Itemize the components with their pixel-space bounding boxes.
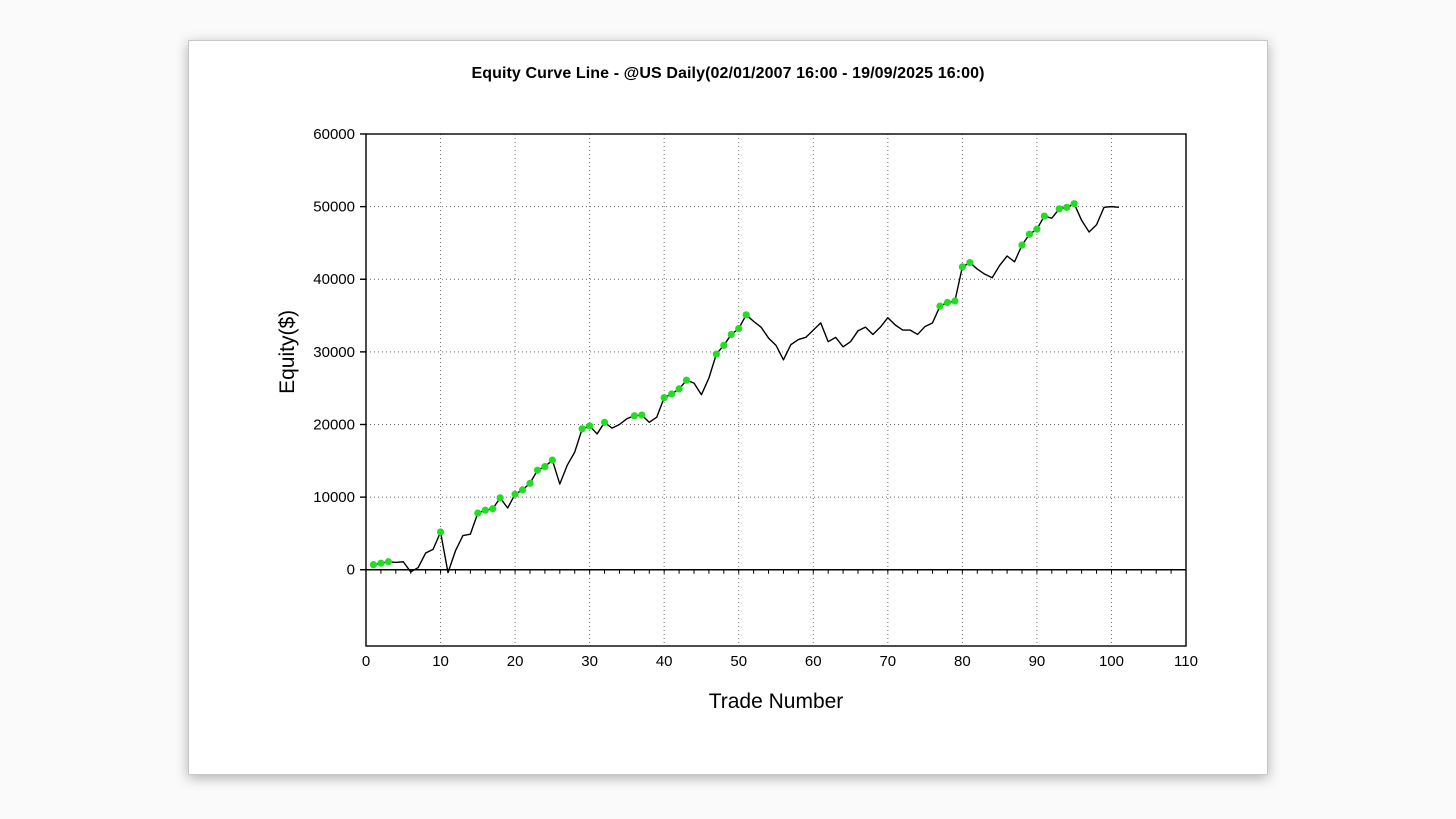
- new-high-marker: [742, 311, 750, 319]
- new-high-marker: [682, 376, 691, 384]
- y-tick-label: 20000: [313, 416, 355, 433]
- x-tick-label: 0: [362, 653, 370, 670]
- new-high-marker: [586, 422, 594, 430]
- new-high-marker: [712, 350, 720, 358]
- x-tick-label: 30: [581, 653, 598, 670]
- x-axis-label: Trade Number: [709, 690, 844, 713]
- new-high-marker: [638, 411, 646, 419]
- plot-background: [366, 134, 1186, 646]
- new-high-marker: [518, 486, 527, 494]
- new-high-marker: [630, 412, 638, 420]
- new-high-marker: [720, 341, 728, 349]
- x-tick-label: 10: [432, 653, 449, 670]
- new-high-marker: [384, 558, 392, 566]
- chart-title: Equity Curve Line - @US Daily(02/01/2007…: [471, 65, 985, 82]
- new-high-marker: [600, 418, 609, 426]
- y-tick-label: 30000: [313, 344, 355, 361]
- new-high-marker: [578, 425, 586, 433]
- new-high-marker: [958, 263, 966, 271]
- new-high-marker: [481, 506, 489, 514]
- new-high-marker: [474, 509, 482, 517]
- x-tick-label: 40: [656, 653, 673, 670]
- new-high-marker: [1018, 241, 1026, 249]
- new-high-marker: [951, 297, 959, 305]
- equity-chart: 0 10000 20000 30000 40000 50000 60000 0 10 20 30 40…: [276, 126, 1198, 713]
- y-axis-label: Equity($): [276, 310, 299, 394]
- new-high-marker: [1033, 225, 1041, 233]
- new-high-marker: [496, 494, 504, 502]
- new-high-marker: [966, 258, 974, 267]
- x-tick-label: 100: [1099, 653, 1124, 670]
- new-high-marker: [1070, 200, 1078, 208]
- x-tick-label: 90: [1029, 653, 1046, 670]
- x-tick-label: 50: [730, 653, 747, 670]
- new-high-marker: [660, 394, 668, 402]
- x-tick-label: 70: [879, 653, 896, 670]
- new-high-marker: [1063, 203, 1071, 211]
- new-high-marker: [1055, 205, 1063, 213]
- new-high-marker: [533, 466, 542, 474]
- new-high-marker: [489, 505, 497, 513]
- x-tick-label: 60: [805, 653, 822, 670]
- new-high-marker: [1040, 212, 1048, 220]
- new-high-marker: [377, 559, 385, 567]
- new-high-marker: [541, 463, 549, 471]
- new-high-marker: [735, 325, 743, 333]
- plot-frame: [365, 133, 1187, 647]
- new-high-marker: [548, 456, 556, 464]
- new-high-marker: [675, 385, 683, 393]
- y-tick-label: 60000: [313, 126, 355, 143]
- new-high-marker: [727, 330, 735, 339]
- new-high-marker: [436, 528, 445, 536]
- new-high-marker: [668, 390, 676, 398]
- new-high-marker: [1025, 230, 1034, 238]
- y-tick-label: 0: [347, 562, 355, 579]
- chart-window: Equity Curve Line - @US Daily(02/01/2007…: [188, 40, 1268, 775]
- y-tick-label: 40000: [313, 271, 355, 288]
- x-tick-label: 110: [1174, 653, 1198, 670]
- new-high-marker: [936, 302, 944, 310]
- y-tick-label: 10000: [313, 489, 355, 506]
- new-high-marker: [526, 479, 534, 487]
- x-tick-label: 80: [954, 653, 971, 670]
- chart-area: 0 10000 20000 30000 40000 50000 60000 0 10 20 30 40…: [256, 119, 1206, 759]
- new-high-marker: [943, 298, 952, 307]
- y-tick-label: 50000: [313, 199, 355, 216]
- new-high-marker: [369, 561, 378, 569]
- x-tick-label: 20: [507, 653, 524, 670]
- new-high-marker: [511, 490, 519, 498]
